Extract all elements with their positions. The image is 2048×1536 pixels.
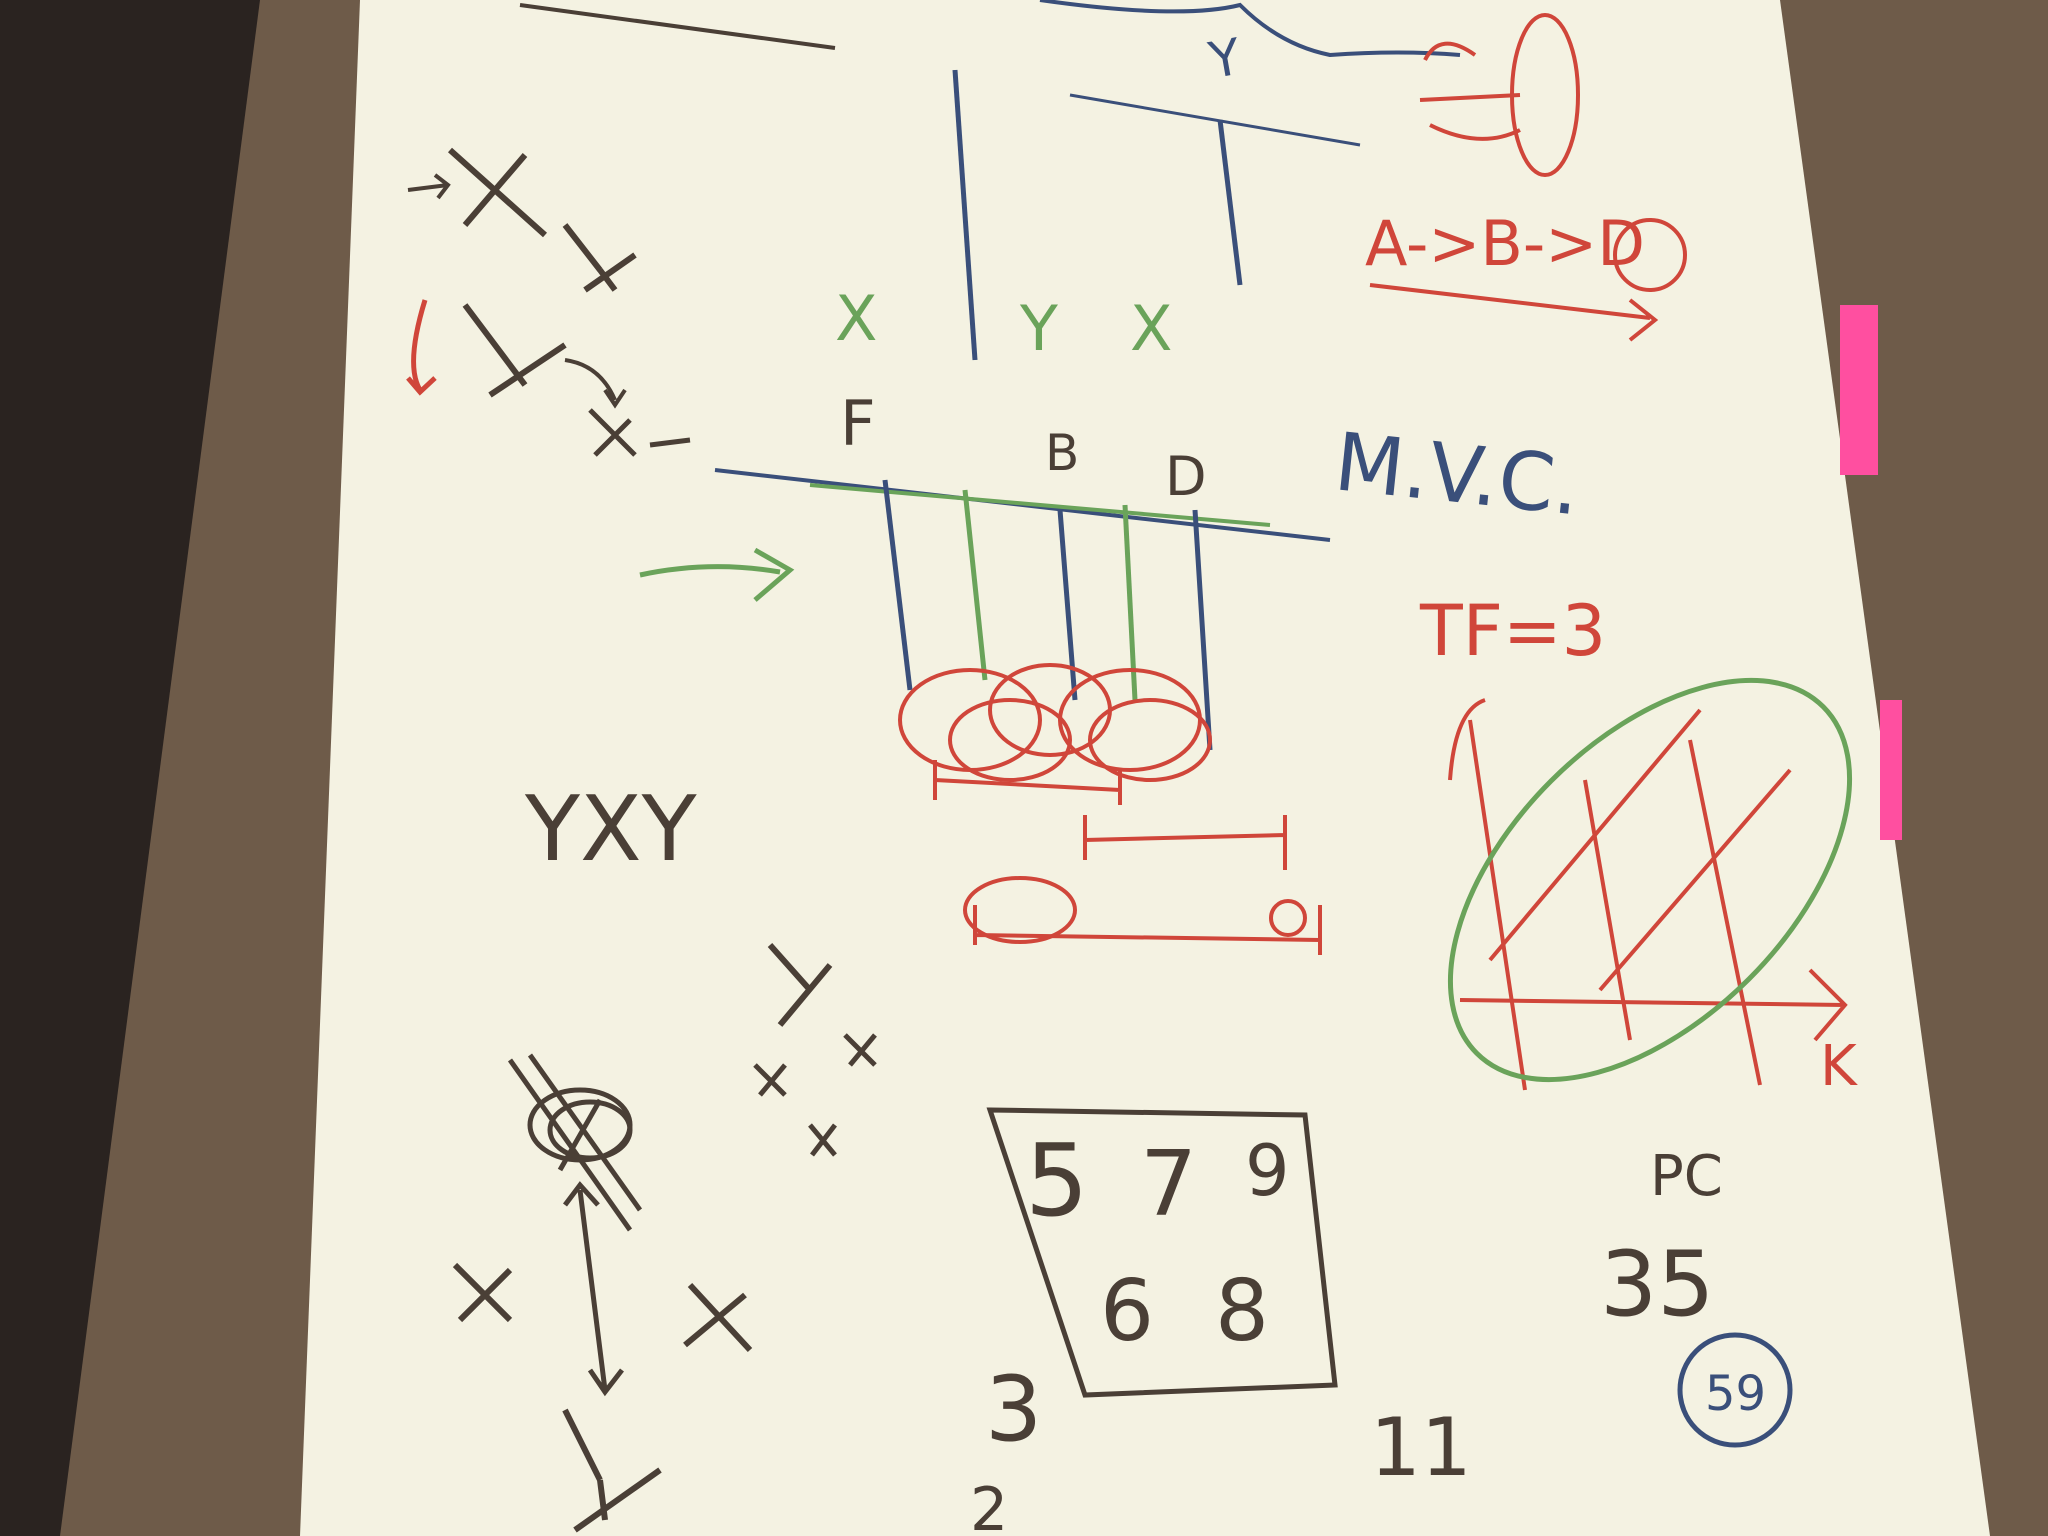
graph-vertical-1	[1583, 779, 1632, 1041]
red-circle-diagram	[1419, 41, 1521, 141]
red-bracket-1	[933, 760, 1122, 805]
left-x-mark	[447, 147, 548, 238]
bottom-y-mark	[562, 1408, 662, 1533]
scribble-knot	[507, 1053, 643, 1232]
green-arrow	[639, 547, 795, 602]
top-left-stroke	[519, 3, 836, 50]
red-bracket-2	[1083, 815, 1287, 870]
hook-arrow	[564, 358, 627, 409]
red-bracket-3	[973, 905, 1322, 955]
bottom-x-left	[452, 1262, 513, 1323]
graph-diagonal-2	[1598, 768, 1792, 992]
blue-vertical-line-1	[952, 69, 978, 361]
red-scribble-circles	[898, 663, 1212, 782]
number-box-9: 9	[1245, 1130, 1290, 1212]
sticky-note-top	[1840, 305, 1878, 475]
small-x-2	[753, 1063, 787, 1097]
red-circle-d	[1613, 218, 1687, 292]
number-box-7: 7	[1140, 1132, 1197, 1237]
graph-y-axis	[1448, 698, 1527, 1091]
number-2: 2	[970, 1475, 1008, 1536]
hanging-line-5	[1192, 509, 1213, 751]
sticky-note-bottom	[1880, 700, 1902, 840]
green-ellipse	[1447, 677, 1853, 1083]
left-y-mark-1	[562, 223, 637, 293]
blue-vertical-line-2	[1217, 119, 1243, 286]
red-down-arrow	[406, 299, 437, 396]
red-arrow-chain: A->B->D	[1365, 207, 1645, 280]
pc-label: PC	[1650, 1144, 1723, 1209]
number-box-6: 6	[1100, 1262, 1154, 1361]
number-11: 11	[1370, 1401, 1472, 1494]
bottom-x-right	[683, 1282, 753, 1353]
hanging-line-2	[962, 489, 988, 681]
middle-y-mark	[767, 943, 833, 1027]
left-y-mark-2	[462, 303, 567, 398]
left-arrow-in	[407, 173, 451, 200]
thirty-five-label: 35	[1600, 1232, 1715, 1337]
letter-d: D	[1165, 445, 1207, 508]
blue-circle	[1677, 1332, 1793, 1448]
red-circle-scribble	[1510, 13, 1580, 177]
hanging-line-1	[882, 479, 913, 691]
graph-x-axis	[1459, 968, 1848, 1042]
circled-number: 59	[1705, 1366, 1766, 1422]
small-x-arrow	[588, 408, 691, 457]
letter-b: B	[1045, 424, 1079, 482]
knot-double-arrow	[563, 1181, 624, 1397]
red-long-arrow	[1369, 283, 1659, 342]
graph-vertical-2	[1688, 739, 1762, 1086]
red-small-circle	[1269, 899, 1307, 937]
top-blue-curve	[1039, 0, 1461, 58]
number-box	[986, 1107, 1338, 1398]
green-y: Y	[1019, 292, 1058, 365]
hanging-line-4	[1122, 504, 1138, 701]
letter-f: F	[840, 387, 876, 460]
blue-horizontal-line	[1069, 93, 1361, 147]
number-3: 3	[985, 1357, 1042, 1462]
tf-eq-label: TF=3	[1419, 590, 1606, 672]
small-x-3	[808, 1123, 837, 1157]
graph-k-label: K	[1820, 1034, 1858, 1099]
number-box-8: 8	[1215, 1262, 1269, 1361]
yxy-row: YXY	[524, 777, 698, 882]
small-x-1	[843, 1033, 877, 1067]
green-x-right: X	[1130, 292, 1172, 365]
red-oval	[963, 876, 1077, 944]
number-box-5: 5	[1025, 1122, 1089, 1239]
green-x-left: X	[835, 282, 877, 355]
